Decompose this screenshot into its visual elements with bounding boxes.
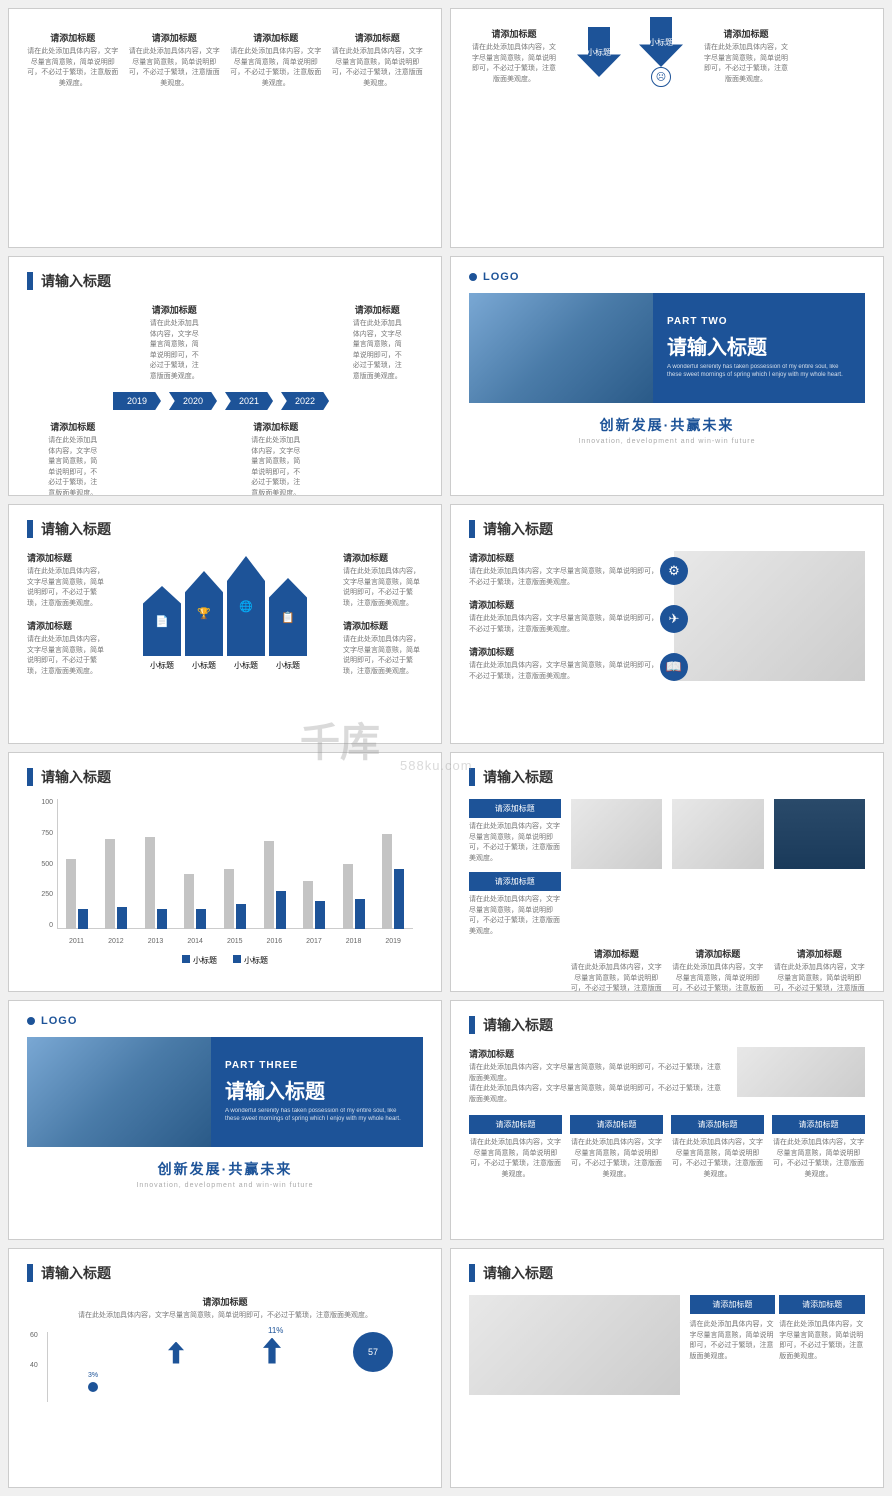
slide-part-three: LOGO PART THREE 请输入标题 A wonderful sereni… bbox=[8, 1000, 442, 1240]
note-icon: 📋 bbox=[281, 611, 295, 624]
logo-dot-icon bbox=[469, 273, 477, 281]
timeline-arrows: 2019 2020 2021 2022 bbox=[27, 392, 423, 410]
section-image bbox=[469, 293, 653, 403]
footer-cn: 创新发展·共赢未来 bbox=[469, 415, 865, 435]
slide-down-arrows: 请添加标题 请在此处添加具体内容，文字尽量言简意赅，简单说明即可，不必过于繁琐，… bbox=[450, 8, 884, 248]
bar-chart: 100 750 500 250 0 2011201220132014201520… bbox=[27, 799, 423, 949]
bubble-icon bbox=[88, 1382, 98, 1392]
arrow-up-icon bbox=[168, 1342, 184, 1364]
action-button[interactable]: 请添加标题 bbox=[671, 1115, 764, 1134]
slide-bubble-chart: 请输入标题 请添加标题 请在此处添加具体内容，文字尽量言简意赅，简单说明即可，不… bbox=[8, 1248, 442, 1488]
slide-timeline: 请输入标题 请添加标题请在此处添加具体内容，文字尽量言简意赅，简单说明即可，不必… bbox=[8, 256, 442, 496]
gear-icon: ⚙ bbox=[660, 557, 688, 585]
arrow-up-icon bbox=[263, 1338, 281, 1364]
slide-images-cols: 请输入标题 请添加标题 请在此处添加具体内容，文字尽量言简意赅，简单说明即可，不… bbox=[450, 752, 884, 992]
sad-face-icon: ☹ bbox=[651, 67, 671, 87]
content-image bbox=[571, 799, 663, 869]
slide-title: 请输入标题 bbox=[41, 271, 111, 291]
book-icon: 📖 bbox=[660, 653, 688, 681]
logo-dot-icon bbox=[27, 1017, 35, 1025]
tag-button[interactable]: 请添加标题 bbox=[469, 872, 561, 891]
action-button[interactable]: 请添加标题 bbox=[570, 1115, 663, 1134]
slide-icons-image: 请输入标题 请添加标题请在此处添加具体内容，文字尽量言简意赅，简单说明即可，不必… bbox=[450, 504, 884, 744]
tag-button[interactable]: 请添加标题 bbox=[469, 799, 561, 818]
slide-four-cols: 请添加标题请在此处添加具体内容，文字尽量言简意赅，简单说明即可，不必过于繁琐，注… bbox=[8, 8, 442, 248]
col-desc: 请在此处添加具体内容，文字尽量言简意赅，简单说明即可，不必过于繁琐，注意版面美观… bbox=[27, 47, 119, 89]
action-button[interactable]: 请添加标题 bbox=[469, 1115, 562, 1134]
content-image bbox=[774, 799, 866, 869]
content-image bbox=[737, 1047, 865, 1097]
content-image bbox=[672, 799, 764, 869]
part-subtitle: A wonderful serenity has taken possessio… bbox=[667, 364, 851, 380]
table-header: 请添加标题 bbox=[690, 1295, 776, 1314]
slide-bar-chart: 请输入标题 100 750 500 250 0 2011201220132014… bbox=[8, 752, 442, 992]
logo-text: LOGO bbox=[483, 271, 519, 283]
arrow-down-icon: 小标题 bbox=[639, 17, 683, 67]
slide-part-two: LOGO PART TWO 请输入标题 A wonderful serenity… bbox=[450, 256, 884, 496]
trophy-icon: 🏆 bbox=[197, 607, 211, 620]
send-icon: ✈ bbox=[660, 605, 688, 633]
slide-arrow-bars: 请输入标题 请添加标题请在此处添加具体内容，文字尽量言简意赅，简单说明即可，不必… bbox=[8, 504, 442, 744]
content-image bbox=[674, 551, 865, 681]
slide-buttons-grid: 请输入标题 请添加标题 请在此处添加具体内容，文字尽量言简意赅，简单说明即可，不… bbox=[450, 1000, 884, 1240]
arrow-down-icon: 小标题 bbox=[577, 27, 621, 77]
section-image bbox=[27, 1037, 211, 1147]
action-button[interactable]: 请添加标题 bbox=[772, 1115, 865, 1134]
slide-image-table: 请输入标题 请添加标题 请添加标题 请在此处添加具体内容，文字尽量言简意赅，简单… bbox=[450, 1248, 884, 1488]
arrow-bar-chart: 📄小标题 🏆小标题 🌐小标题 📋小标题 bbox=[117, 551, 333, 671]
doc-icon: 📄 bbox=[155, 615, 169, 628]
globe-icon: 🌐 bbox=[239, 600, 253, 613]
part-title: 请输入标题 bbox=[667, 331, 851, 360]
content-image bbox=[469, 1295, 680, 1395]
footer-en: Innovation, development and win-win futu… bbox=[469, 438, 865, 445]
table-header: 请添加标题 bbox=[779, 1295, 865, 1314]
part-label: PART TWO bbox=[667, 316, 851, 327]
col-title: 请添加标题 bbox=[27, 31, 119, 44]
bubble-icon: 57 bbox=[353, 1332, 393, 1372]
chart-legend: 小标题 小标题 bbox=[27, 955, 423, 966]
